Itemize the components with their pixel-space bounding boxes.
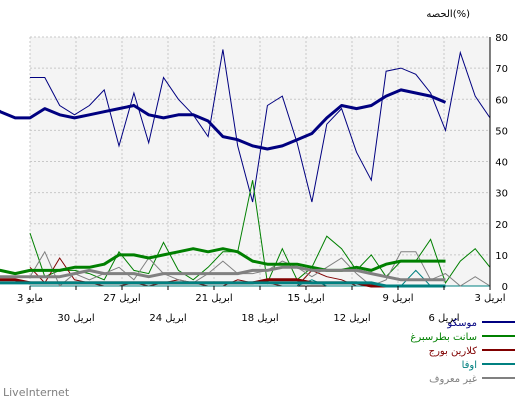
legend-label: سانت بطرسبرغ: [410, 332, 477, 343]
x-tick-label: 6 ابريل: [429, 313, 460, 324]
x-tick-label: 9 ابريل: [383, 293, 414, 304]
y-tick-label: 30: [495, 189, 508, 200]
series-average-line: [0, 281, 446, 288]
series-average-line: [0, 247, 446, 276]
x-tick-label: 3 ابريل: [475, 293, 506, 304]
x-tick-label: 3 مايو: [17, 293, 43, 304]
y-tick-label: 80: [495, 33, 508, 44]
x-tick-label: 30 ابريل: [57, 313, 94, 324]
average-series-lines: [0, 88, 447, 288]
series-average-line: [0, 88, 447, 151]
legend-label: غير معروف: [429, 374, 477, 385]
grid-lines: [29, 36, 491, 287]
y-tick-label: 0: [502, 282, 508, 293]
legend: موسكو سانت بطرسبرغ كلارين بورج اوفا غير معرو…: [410, 318, 515, 385]
x-tick-label: 12 ابريل: [333, 313, 370, 324]
legend-label: كلارين بورج: [429, 346, 478, 357]
x-axis-ticks: 3 ابريل 9 ابريل 15 ابريل 21 ابريل 27 ابريل 3 …: [17, 286, 505, 324]
x-tick-label: 15 ابريل: [287, 293, 324, 304]
y-tick-label: 20: [495, 220, 508, 231]
series-raw-line: [30, 49, 491, 203]
y-tick-label: 10: [495, 251, 508, 262]
legend-label: موسكو: [446, 318, 477, 329]
y-tick-label: 50: [495, 126, 508, 137]
y-tick-label: 70: [495, 64, 508, 75]
x-tick-label: 27 ابريل: [103, 293, 140, 304]
series-average-line: [0, 265, 446, 282]
x-tick-label: 24 ابريل: [149, 313, 186, 324]
y-axis-ticks: 0 10 20 30 40 50 60 70 80: [495, 33, 508, 293]
y-axis-label: الحصه(%): [426, 9, 470, 20]
x-tick-label: 18 ابريل: [241, 313, 278, 324]
x-tick-label: 21 ابريل: [195, 293, 232, 304]
y-tick-label: 40: [495, 158, 508, 169]
y-tick-label: 60: [495, 95, 508, 106]
legend-label: اوفا: [462, 360, 477, 371]
footer-brand: LiveInternet: [3, 386, 70, 399]
